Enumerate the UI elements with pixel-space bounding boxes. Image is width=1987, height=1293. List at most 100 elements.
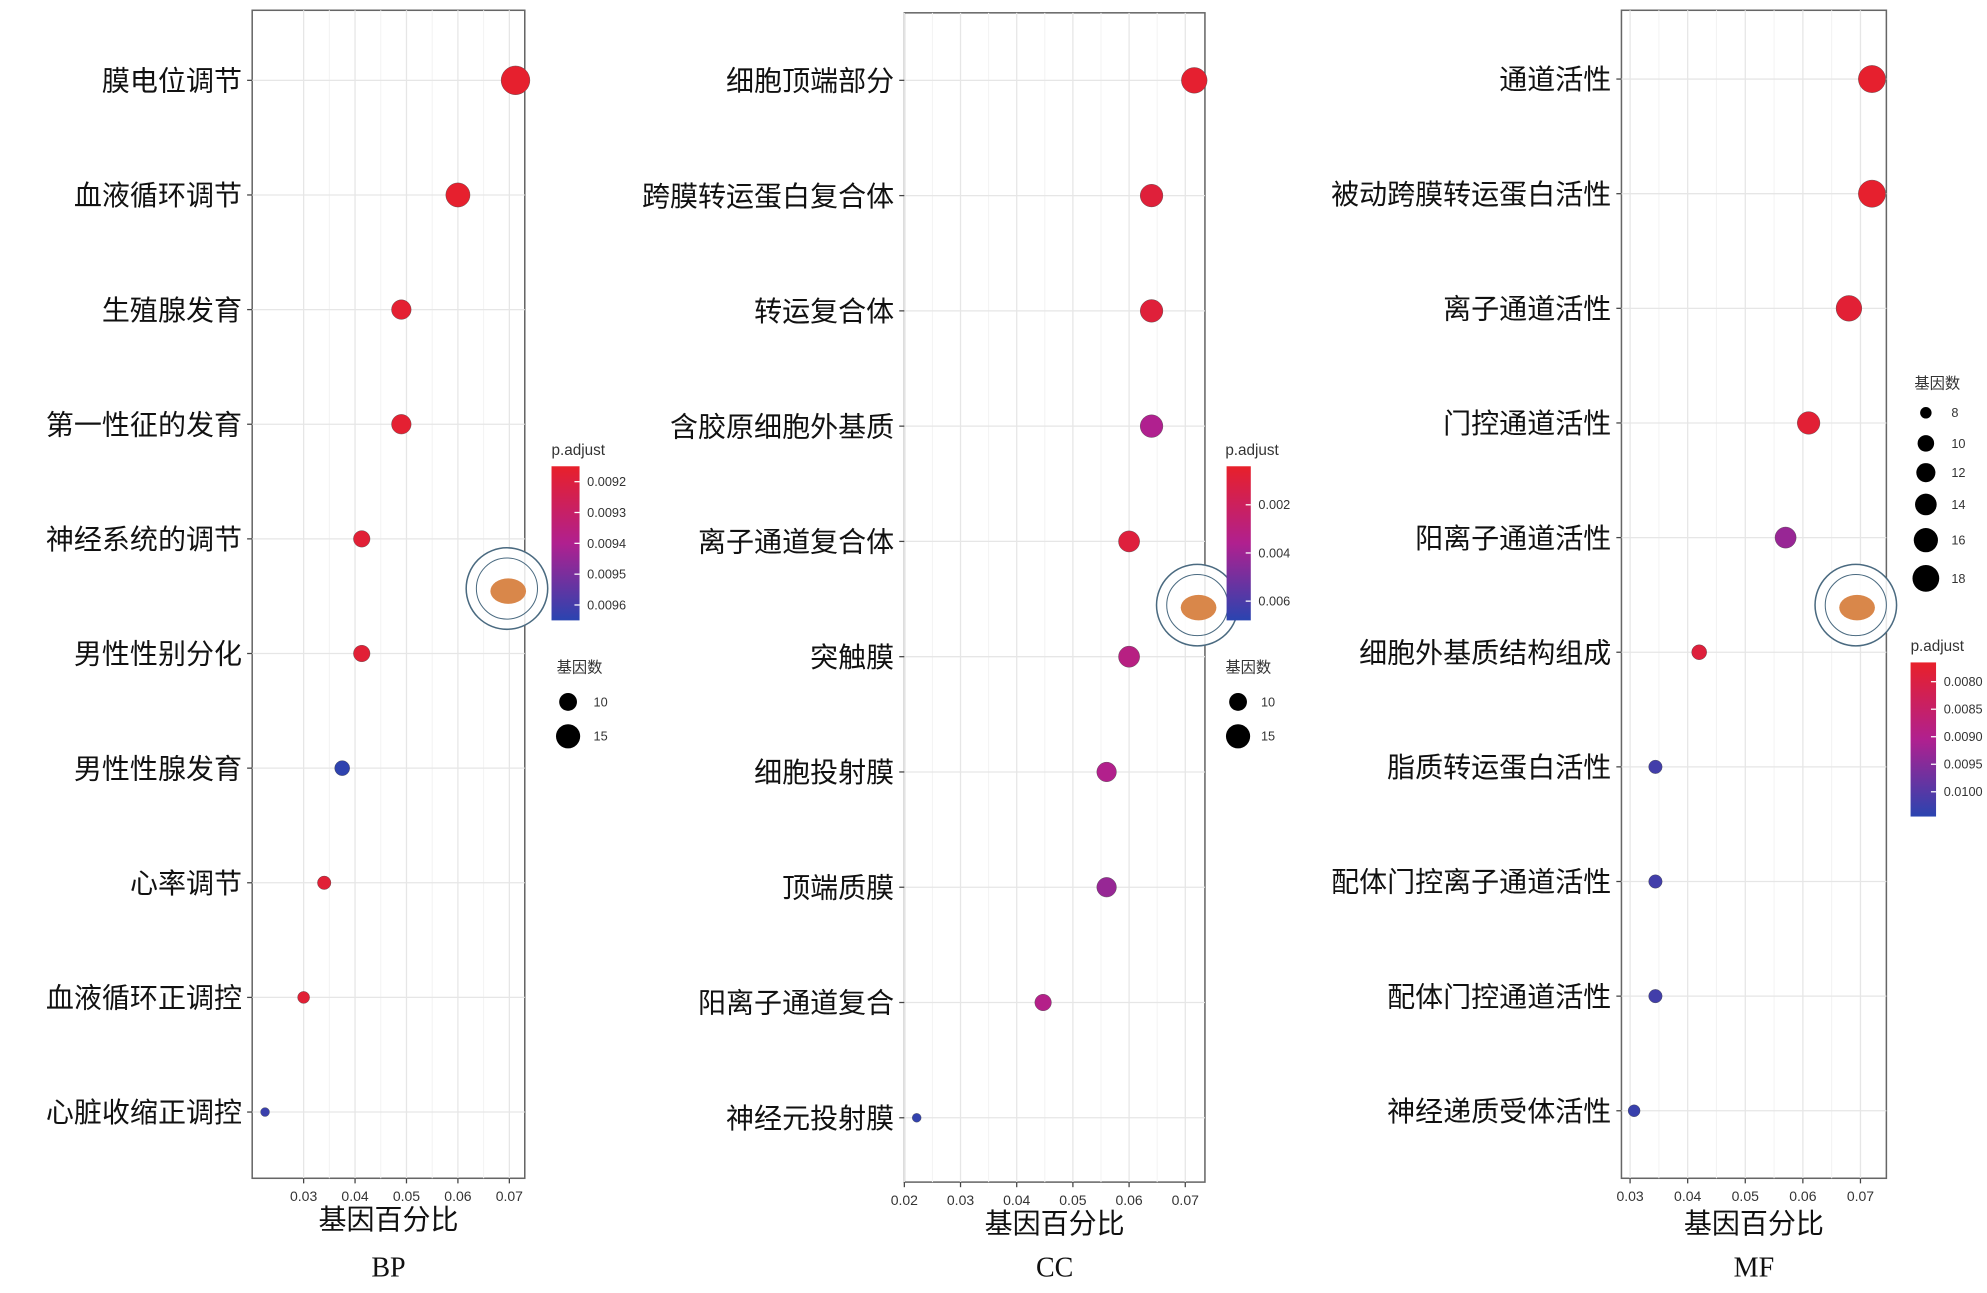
size-legend-label: 10 (594, 694, 608, 709)
x-tick-label: 0.04 (1674, 1188, 1701, 1204)
y-tick-label: 细胞投射膜 (754, 756, 894, 789)
colorbar-tick-label: 0.006 (1258, 594, 1290, 609)
colorbar-tick-label: 0.0092 (587, 474, 626, 489)
data-point (1118, 530, 1140, 553)
x-tick-label: 0.07 (1847, 1188, 1874, 1204)
panel-bp: 0.03 0.04 0.05 0.06 0.07 膜电位调节血液循环调节生殖腺发育第一性征… (46, 9, 626, 1283)
colorbar-tick-label: 0.0090 (1944, 729, 1983, 744)
y-tick-label: 神经元投射膜 (726, 1102, 894, 1135)
seal-map-shape (1180, 594, 1217, 621)
data-point (1797, 411, 1821, 435)
size-legend-dot (1912, 564, 1940, 592)
y-tick-label: 神经系统的调节 (46, 523, 242, 556)
seal-inner-ring (475, 557, 539, 620)
y-tick-label: 通道活性 (1499, 63, 1611, 96)
y-tick-label: 男性性别分化 (74, 638, 242, 671)
data-point (1648, 759, 1663, 774)
panel-title: CC (1036, 1252, 1073, 1283)
data-point (1627, 1104, 1641, 1117)
data-point (1774, 526, 1797, 549)
plot-panel (903, 12, 1206, 1183)
y-tick-label: 阳离子通道活性 (1415, 522, 1611, 555)
colorbar-tick-label: 0.0096 (587, 597, 626, 612)
colorbar-tick-label: 0.0093 (587, 505, 626, 520)
panel-mf: 0.03 0.04 0.05 0.06 0.07 通道活性被动跨膜转运蛋白活性离子通道活性… (1331, 9, 1983, 1283)
y-tick-label: 血液循环调节 (74, 179, 242, 212)
y-tick-label: 离子通道复合体 (698, 526, 894, 559)
colorbar-tick-label: 0.0095 (1944, 757, 1983, 772)
y-tick-label: 脂质转运蛋白活性 (1387, 751, 1611, 784)
seal-watermark (1814, 563, 1898, 647)
x-tick-label: 0.03 (1616, 1188, 1643, 1204)
y-tick-label: 细胞外基质结构组成 (1359, 636, 1611, 669)
colorbar-tick-label: 0.0095 (587, 567, 626, 582)
size-legend-title: 基因数 (1225, 660, 1271, 677)
y-tick-label: 被动跨膜转运蛋白活性 (1331, 178, 1611, 211)
y-tick-label: 膜电位调节 (102, 65, 242, 98)
x-tick-label: 0.07 (1172, 1192, 1199, 1208)
size-legend-label: 18 (1951, 571, 1965, 586)
size-legend-title: 基因数 (557, 660, 603, 677)
x-axis-label: 基因百分比 (1684, 1207, 1824, 1240)
data-point (353, 645, 371, 662)
x-tick-label: 0.05 (1732, 1188, 1759, 1204)
size-legend-dot (1225, 724, 1251, 749)
size-legend-dot (1920, 407, 1932, 419)
size-legend-dot (1229, 692, 1247, 711)
data-point (1858, 179, 1886, 208)
colorbar-tick-label: 0.0100 (1944, 784, 1983, 799)
data-point (912, 1113, 922, 1123)
size-legend-label: 8 (1951, 405, 1958, 420)
colorbar (1226, 466, 1251, 621)
data-point (1140, 414, 1164, 438)
y-tick-label: 配体门控通道活性 (1387, 980, 1611, 1013)
size-legend-label: 12 (1951, 465, 1965, 480)
y-tick-label: 细胞顶端部分 (726, 65, 894, 98)
y-tick-label: 阳离子通道复合 (698, 987, 894, 1020)
x-tick-label: 0.06 (444, 1188, 471, 1204)
data-point (1096, 761, 1117, 782)
size-legend-dot (1917, 435, 1935, 452)
seal-map-shape (1839, 594, 1875, 621)
y-tick-label: 门控通道活性 (1443, 407, 1611, 440)
x-tick-label: 0.06 (1115, 1192, 1142, 1208)
colorbar-tick-label: 0.004 (1258, 545, 1290, 560)
size-legend-label: 14 (1951, 497, 1965, 512)
data-point (334, 760, 350, 776)
x-axis-label: 基因百分比 (985, 1207, 1125, 1240)
colorbar-tick-label: 0.002 (1258, 497, 1290, 512)
y-tick-label: 跨膜转运蛋白复合体 (642, 180, 894, 213)
x-tick-label: 0.07 (496, 1188, 523, 1204)
x-tick-label: 0.04 (341, 1188, 368, 1204)
data-point (1648, 989, 1663, 1004)
colorbar-tick-label: 0.0094 (587, 536, 626, 551)
size-legend-dot (1913, 528, 1938, 553)
y-tick-label: 心脏收缩正调控 (46, 1096, 242, 1129)
color-legend-title: p.adjust (1911, 638, 1965, 655)
size-legend-title: 基因数 (1914, 376, 1960, 393)
x-tick-label: 0.03 (290, 1188, 317, 1204)
seal-inner-ring (1824, 574, 1887, 637)
data-point (260, 1107, 270, 1117)
x-tick-label: 0.06 (1789, 1188, 1816, 1204)
data-point (317, 875, 332, 890)
data-point (445, 182, 471, 208)
data-point (1034, 994, 1052, 1011)
data-point (500, 65, 531, 95)
color-legend-title: p.adjust (1225, 442, 1279, 459)
y-tick-label: 突触膜 (810, 641, 894, 674)
y-tick-label: 血液循环正调控 (46, 982, 242, 1015)
y-tick-label: 顶端质膜 (782, 871, 894, 904)
data-point (1118, 645, 1140, 668)
y-tick-label: 配体门控离子通道活性 (1331, 866, 1611, 899)
y-tick-label: 男性性腺发育 (74, 752, 242, 785)
y-tick-label: 转运复合体 (754, 295, 894, 328)
data-point (1140, 184, 1164, 208)
y-tick-label: 神经递质受体活性 (1387, 1095, 1611, 1128)
color-legend-title: p.adjust (552, 442, 606, 459)
data-point (391, 414, 412, 435)
size-legend-label: 15 (594, 729, 608, 744)
x-tick-label: 0.03 (947, 1192, 974, 1208)
data-point (1140, 299, 1164, 323)
panel-title: BP (371, 1252, 405, 1283)
